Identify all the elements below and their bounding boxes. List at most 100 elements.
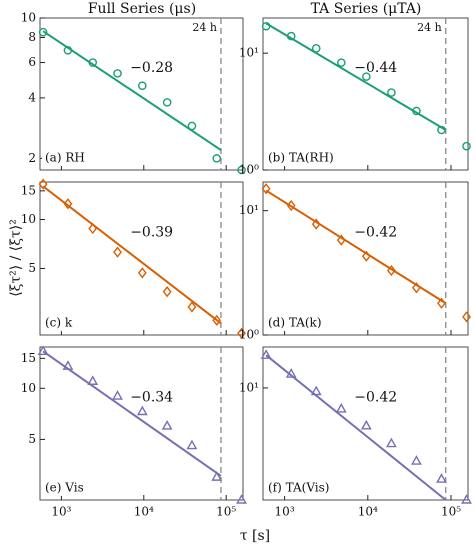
point — [38, 178, 48, 190]
slope-annotation: −0.42 — [354, 224, 397, 240]
y-tick-label: 5 — [28, 261, 36, 275]
fit-line — [42, 350, 222, 477]
point — [38, 27, 48, 37]
point — [136, 405, 148, 416]
point — [335, 402, 347, 413]
x-axis-label: τ [s] — [240, 528, 270, 544]
point — [360, 419, 372, 430]
point — [138, 81, 147, 91]
point — [260, 349, 272, 359]
fit-line — [42, 185, 222, 325]
point — [437, 297, 446, 309]
label-box — [42, 478, 112, 496]
x-tick-label: 10⁴ — [358, 505, 378, 519]
slope-annotation: −0.28 — [130, 60, 173, 76]
point — [87, 375, 99, 385]
panel-label: (b) TA(RH) — [268, 151, 334, 165]
point — [88, 58, 98, 67]
point — [161, 420, 173, 430]
point — [436, 473, 447, 483]
point — [112, 390, 123, 400]
panel-label: (f) TA(Vis) — [268, 481, 329, 495]
point — [88, 222, 98, 235]
point — [336, 234, 346, 246]
y-tick-label: 5 — [28, 432, 36, 446]
point — [386, 264, 396, 277]
panel-label: (c) k — [45, 316, 73, 330]
plot-frame — [39, 346, 244, 501]
point — [212, 314, 222, 326]
y-tick-label: 15 — [21, 351, 36, 365]
point — [162, 286, 172, 298]
point — [113, 69, 122, 78]
point — [63, 198, 73, 210]
panel-label: (d) TA(k) — [268, 316, 322, 330]
point — [187, 301, 197, 313]
point — [37, 345, 49, 356]
x-tick-label: 10⁵ — [216, 505, 236, 519]
y-tick-label: 10¹ — [239, 380, 259, 394]
slope-annotation: −0.42 — [354, 389, 397, 405]
y-tick-label: 2 — [28, 151, 36, 165]
point — [62, 360, 74, 370]
point — [237, 165, 246, 175]
y-tick-label: 10 — [21, 11, 36, 25]
y-tick-label: 10¹ — [239, 203, 259, 217]
point — [187, 121, 197, 131]
y-tick-label: 6 — [28, 55, 36, 69]
vline-label: 24 h — [192, 21, 217, 34]
point — [237, 327, 246, 339]
vline-label: 24 h — [417, 21, 442, 34]
point — [261, 21, 271, 31]
plot-frame — [39, 17, 244, 171]
label-box — [265, 148, 335, 166]
point — [212, 154, 222, 163]
x-tick-label: 10⁴ — [134, 505, 154, 519]
y-tick-label: 10⁰ — [239, 163, 259, 177]
point — [113, 246, 122, 258]
point — [412, 106, 421, 116]
point — [286, 199, 296, 212]
point — [385, 437, 397, 448]
plot-frame — [262, 181, 469, 336]
fit-line — [42, 30, 222, 151]
x-tick-label: 10³ — [275, 505, 295, 519]
y-tick-label: 10 — [21, 212, 36, 226]
point — [236, 494, 247, 504]
point — [285, 368, 297, 378]
point — [311, 218, 321, 230]
point — [362, 72, 371, 81]
point — [261, 183, 271, 195]
y-tick-label: 4 — [28, 90, 36, 104]
point — [137, 267, 147, 279]
point — [387, 88, 396, 97]
y-tick-label: 15 — [21, 183, 36, 197]
y-axis-label: ⟨ξτ²⟩ / ⟨ξτ⟩² — [8, 219, 24, 297]
point — [412, 282, 421, 294]
point — [186, 439, 198, 450]
point — [462, 311, 471, 323]
point — [361, 250, 371, 262]
plot-frame — [262, 346, 469, 501]
label-box — [42, 148, 112, 166]
point — [310, 385, 322, 396]
point — [462, 141, 471, 151]
y-tick-label: 10 — [21, 381, 36, 395]
point — [63, 46, 73, 55]
y-tick-label: 8 — [28, 30, 36, 44]
x-tick-label: 10⁵ — [441, 505, 461, 519]
slope-annotation: −0.44 — [354, 60, 397, 76]
point — [411, 455, 422, 465]
panel-label: (a) RH — [45, 151, 85, 165]
x-tick-label: 10³ — [51, 505, 71, 519]
y-tick-label: 10¹ — [239, 46, 259, 60]
label-box — [42, 313, 112, 331]
fit-line — [265, 22, 447, 131]
plot-frame — [262, 17, 469, 171]
plot-frame — [39, 181, 244, 336]
point — [461, 494, 472, 504]
point — [286, 31, 296, 41]
slope-annotation: −0.34 — [130, 389, 173, 405]
label-box — [265, 313, 335, 331]
column-title: Full Series (μs) — [88, 1, 196, 17]
